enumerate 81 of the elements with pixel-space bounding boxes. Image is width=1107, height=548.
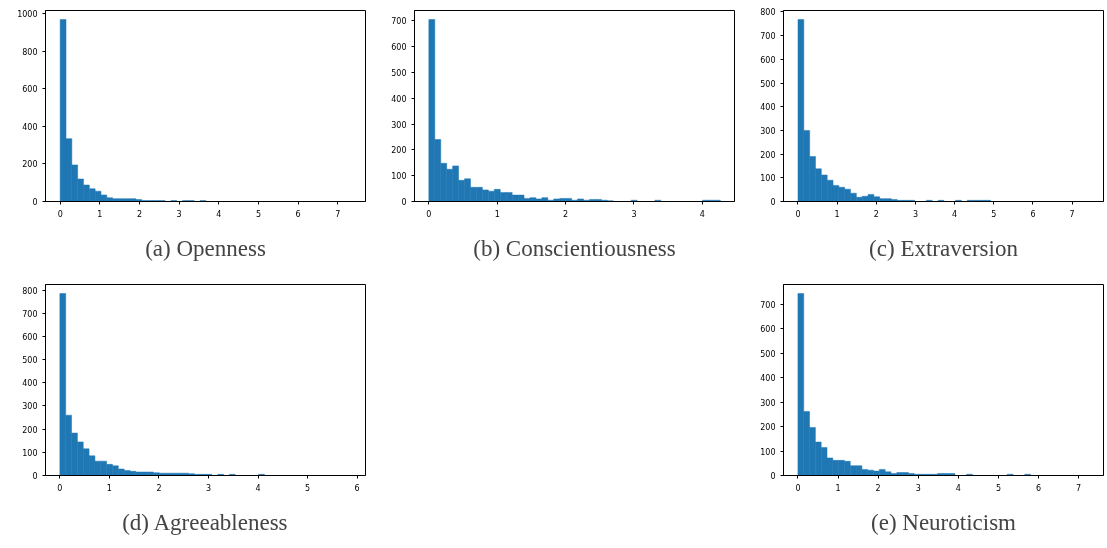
x-tick-label: 4	[955, 483, 961, 493]
y-tick-label: 800	[22, 286, 38, 296]
y-tick-label: 300	[22, 402, 38, 412]
text: (e) Neuroticism	[871, 509, 1017, 535]
text: (c) Extraversion	[869, 235, 1019, 261]
y-tick-label: 600	[391, 43, 407, 53]
y-tick-label: 0	[770, 198, 776, 207]
y-tick-label: 800	[22, 47, 38, 57]
x-tick-label: 3	[176, 209, 182, 219]
x-tick-label: 2	[875, 483, 881, 493]
y-tick-label: 100	[391, 172, 407, 182]
y-tick-label: 100	[22, 448, 38, 458]
x-tick-label: 4	[255, 483, 261, 493]
y-tick-label: 800	[760, 8, 776, 18]
y-tick-label: 0	[32, 198, 38, 207]
y-tick-label: 100	[760, 447, 776, 457]
x-tick-label: 1	[835, 483, 841, 493]
x-tick-label: 1	[494, 209, 500, 219]
text: (d) Agreeableness	[122, 509, 288, 535]
y-tick-label: 200	[22, 160, 38, 170]
x-tick-label: 7	[335, 209, 341, 219]
x-tick-label: 1	[834, 209, 840, 219]
x-tick-label: 4	[952, 209, 958, 219]
y-tick-label: 0	[401, 198, 407, 207]
x-tick-label: 0	[795, 483, 801, 493]
y-tick-label: 100	[760, 174, 776, 184]
x-tick-label: 4	[216, 209, 222, 219]
y-tick-label: 600	[760, 55, 776, 65]
y-tick-label: 0	[32, 472, 38, 481]
y-tick-label: 500	[760, 79, 776, 89]
x-tick-label: 6	[295, 209, 301, 219]
y-tick-label: 0	[770, 472, 776, 481]
y-tick-label: 400	[760, 103, 776, 113]
x-tick-label: 6	[1035, 483, 1042, 493]
x-tick-label: 5	[255, 209, 261, 219]
x-tick-label: 2	[873, 209, 879, 219]
x-tick-label: 0	[57, 483, 63, 493]
y-tick-label: 200	[760, 150, 776, 160]
y-tick-label: 600	[22, 85, 38, 95]
y-tick-label: 400	[22, 122, 38, 132]
y-tick-label: 400	[760, 374, 776, 384]
text: (a) Openness	[145, 235, 266, 261]
x-tick-label: 6	[1030, 209, 1036, 219]
x-tick-label: 7	[1076, 483, 1082, 493]
y-tick-label: 400	[22, 379, 38, 389]
x-tick-label: 7	[1069, 209, 1075, 219]
y-tick-label: 600	[760, 325, 776, 335]
x-tick-label: 3	[631, 209, 637, 219]
x-tick-label: 1	[106, 483, 112, 493]
y-tick-label: 700	[391, 17, 407, 27]
y-tick-label: 700	[760, 32, 776, 42]
y-tick-label: 400	[391, 94, 407, 104]
x-tick-label: 0	[57, 209, 63, 219]
x-tick-label: 4	[699, 209, 705, 219]
x-tick-label: 0	[795, 209, 801, 219]
y-tick-label: 200	[760, 423, 776, 433]
x-tick-label: 2	[563, 209, 569, 219]
y-tick-label: 200	[391, 146, 407, 156]
x-tick-label: 5	[991, 209, 997, 219]
y-tick-label: 1000	[17, 10, 38, 20]
x-tick-label: 5	[995, 483, 1001, 493]
x-tick-label: 5	[305, 483, 311, 493]
y-tick-label: 700	[22, 309, 38, 319]
x-tick-label: 2	[136, 209, 143, 219]
x-tick-label: 0	[426, 209, 432, 219]
y-tick-label: 200	[22, 425, 38, 435]
x-tick-label: 2	[156, 483, 162, 493]
x-tick-label: 3	[915, 483, 921, 493]
text: (b) Conscientiousness	[473, 235, 676, 261]
y-tick-label: 700	[760, 301, 776, 311]
x-tick-label: 6	[354, 483, 360, 493]
y-tick-label: 300	[760, 126, 776, 136]
x-tick-label: 1	[97, 209, 103, 219]
x-tick-label: 3	[912, 209, 919, 219]
y-tick-label: 500	[391, 68, 407, 78]
y-tick-label: 500	[22, 356, 38, 366]
y-tick-label: 600	[22, 332, 38, 342]
y-tick-label: 300	[760, 398, 776, 408]
y-tick-label: 300	[391, 120, 407, 130]
x-tick-label: 3	[205, 483, 212, 493]
y-tick-label: 500	[760, 349, 776, 359]
